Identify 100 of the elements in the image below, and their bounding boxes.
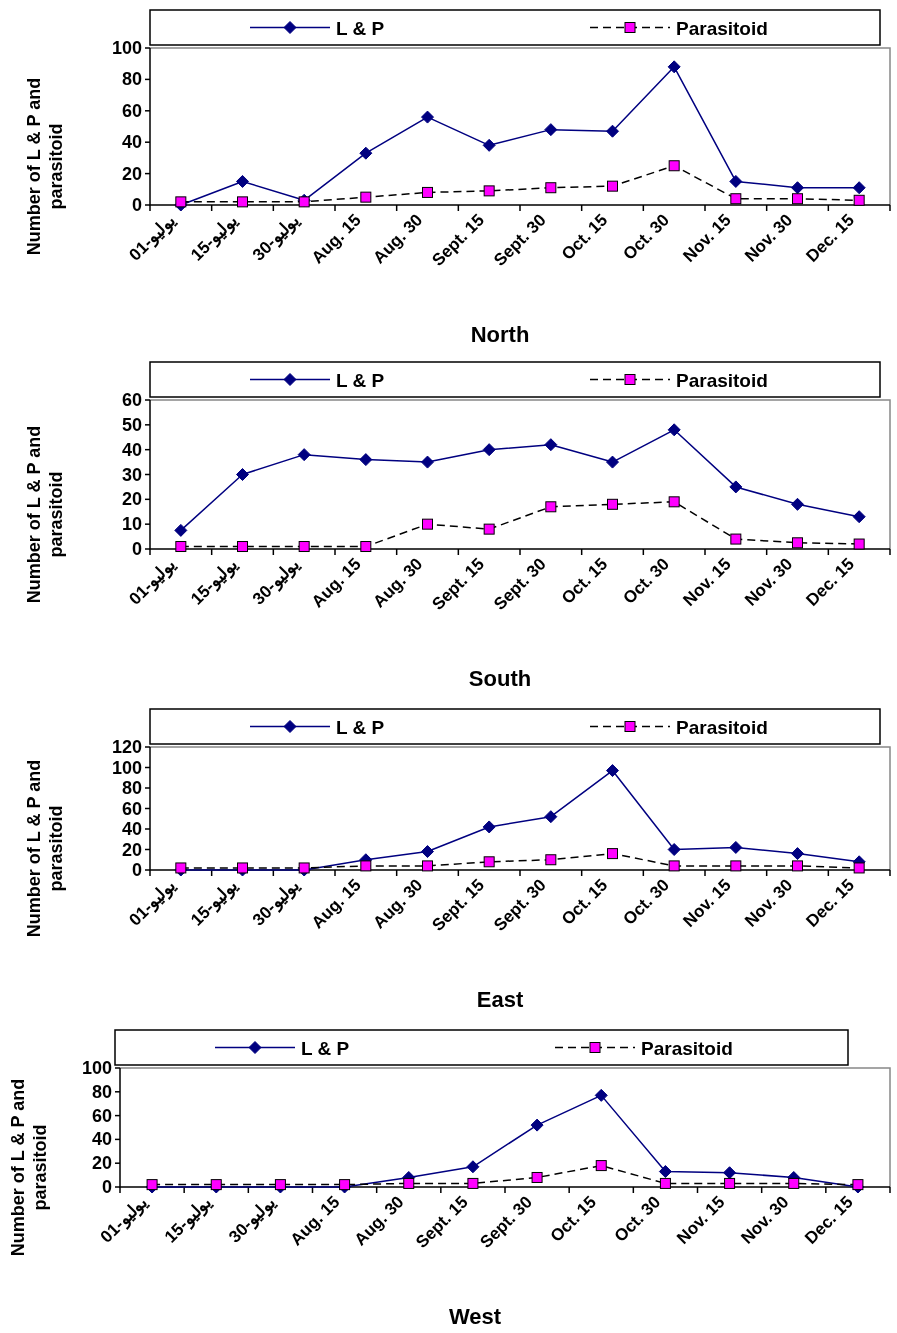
x-tick-label: Oct. 30 xyxy=(619,210,673,264)
point xyxy=(668,860,680,872)
x-tick-label: Aug. 30 xyxy=(369,875,427,933)
point xyxy=(175,541,187,553)
y-tick-label: 40 xyxy=(91,1129,112,1150)
point xyxy=(791,497,804,511)
x-tick-label: Nov. 30 xyxy=(741,210,797,266)
point xyxy=(723,1166,737,1180)
y-axis-title: Number of L & P and parasitoid xyxy=(24,425,66,604)
x-tick-label: Oct. 15 xyxy=(557,554,612,608)
x-tick-label: Oct. 15 xyxy=(557,210,612,264)
point xyxy=(607,498,618,510)
point xyxy=(658,1165,672,1179)
point xyxy=(237,196,248,208)
point xyxy=(545,854,557,866)
point xyxy=(607,848,618,860)
legend-label: L & P xyxy=(301,1037,350,1059)
point xyxy=(483,185,495,197)
x-tick-label: Aug. 15 xyxy=(307,875,365,933)
point xyxy=(482,443,496,457)
y-tick-label: 40 xyxy=(121,132,142,153)
point xyxy=(175,196,187,208)
x-axis-title: West xyxy=(448,1304,502,1329)
point xyxy=(545,182,557,194)
point xyxy=(360,860,372,872)
point xyxy=(606,124,619,138)
point xyxy=(544,810,558,824)
point xyxy=(483,856,495,868)
x-tick-label: Aug. 30 xyxy=(369,554,427,612)
y-tick-label: 60 xyxy=(91,1105,112,1126)
point xyxy=(237,541,248,553)
point xyxy=(730,533,742,545)
y-tick-label: 60 xyxy=(121,100,142,121)
x-tick-label: Nov. 30 xyxy=(741,875,797,931)
x-axis-title: North xyxy=(470,322,530,347)
point xyxy=(595,1160,607,1172)
point xyxy=(607,180,618,192)
point xyxy=(483,523,495,535)
point xyxy=(466,1160,480,1174)
y-tick-label: 80 xyxy=(121,778,142,798)
y-axis-title: Number of L & P and parasitoid xyxy=(24,759,66,938)
point xyxy=(729,840,743,854)
x-axis-title: East xyxy=(476,987,524,1012)
point xyxy=(359,453,373,467)
legend-label: L & P xyxy=(336,17,385,39)
point xyxy=(531,1171,543,1183)
x-tick-label: Aug. 30 xyxy=(369,210,427,268)
legend-label: L & P xyxy=(336,369,385,391)
point xyxy=(236,174,249,188)
y-tick-label: 80 xyxy=(121,69,142,90)
point xyxy=(788,1177,800,1189)
point xyxy=(667,843,681,856)
y-tick-label: 10 xyxy=(121,514,142,535)
point xyxy=(236,468,249,481)
x-tick-label: Aug. 30 xyxy=(350,1192,408,1250)
point xyxy=(852,510,866,524)
x-tick-label: Oct. 30 xyxy=(619,875,673,929)
legend-label: Parasitoid xyxy=(676,17,768,39)
point xyxy=(730,193,742,205)
point xyxy=(360,541,372,553)
x-tick-label: Nov. 15 xyxy=(679,210,735,266)
point xyxy=(667,423,681,437)
x-tick-label: Nov. 30 xyxy=(737,1192,793,1248)
x-tick-label: Aug. 15 xyxy=(307,210,365,268)
point xyxy=(421,455,434,469)
x-tick-label: Oct. 15 xyxy=(557,875,612,929)
point xyxy=(359,146,373,160)
point xyxy=(544,123,558,137)
y-tick-label: 40 xyxy=(121,819,142,839)
point xyxy=(668,496,680,508)
point xyxy=(422,186,433,198)
point xyxy=(482,820,496,834)
x-tick-label: 15-يوليو xyxy=(187,210,243,266)
y-tick-label: 100 xyxy=(111,757,142,778)
x-tick-label: Oct. 30 xyxy=(619,554,673,608)
point xyxy=(791,847,804,861)
y-tick-label: 20 xyxy=(91,1153,112,1174)
x-tick-label: 30-يوليو xyxy=(248,554,304,610)
legend-label: Parasitoid xyxy=(641,1037,733,1059)
point xyxy=(606,455,619,469)
x-axis-title: South xyxy=(468,666,532,691)
x-tick-label: Nov. 15 xyxy=(679,554,735,610)
y-tick-label: 40 xyxy=(121,439,142,460)
x-tick-label: Dec. 15 xyxy=(802,210,858,266)
x-tick-label: Oct. 15 xyxy=(546,1192,601,1246)
point xyxy=(667,60,681,74)
point xyxy=(792,860,803,872)
point xyxy=(853,862,865,874)
point xyxy=(792,193,803,205)
legend-label: Parasitoid xyxy=(676,716,768,738)
point xyxy=(482,138,496,152)
point xyxy=(729,480,743,494)
legend-label: L & P xyxy=(336,716,385,738)
x-tick-label: 30-يوليو xyxy=(248,210,304,266)
point xyxy=(853,194,865,206)
x-tick-label: Dec. 15 xyxy=(801,1192,857,1248)
point xyxy=(659,1177,671,1189)
point xyxy=(403,1177,415,1189)
point xyxy=(792,537,803,549)
point xyxy=(545,501,557,513)
